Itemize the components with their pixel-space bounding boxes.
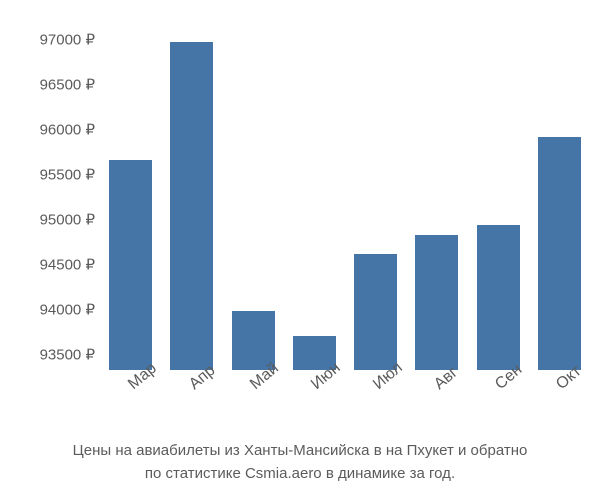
x-label-slot: Июл — [345, 372, 406, 442]
y-axis: 93500 ₽ 94000 ₽ 94500 ₽ 95000 ₽ 95500 ₽ 96000… — [0, 10, 95, 370]
x-label-slot: Июн — [284, 372, 345, 442]
y-tick-label: 94500 ₽ — [0, 258, 95, 273]
bar — [415, 235, 458, 370]
bar-slot — [284, 10, 345, 370]
x-label-slot: Май — [223, 372, 284, 442]
x-label-slot: Апр — [161, 372, 222, 442]
bars-container — [100, 10, 590, 370]
bar-slot — [468, 10, 529, 370]
bar — [477, 225, 520, 370]
bar-slot — [406, 10, 467, 370]
y-tick-label: 96500 ₽ — [0, 78, 95, 93]
caption-line-1: Цены на авиабилеты из Ханты-Мансийска в … — [0, 440, 600, 463]
x-label-slot: Сен — [468, 372, 529, 442]
y-tick-label: 96000 ₽ — [0, 123, 95, 138]
x-label-slot: Авг — [406, 372, 467, 442]
y-tick-label: 97000 ₽ — [0, 33, 95, 48]
bar-slot — [100, 10, 161, 370]
bar-slot — [345, 10, 406, 370]
bar-slot — [223, 10, 284, 370]
caption-line-2: по статистике Csmia.aero в динамике за г… — [0, 463, 600, 486]
bar — [538, 137, 581, 370]
bar — [170, 42, 213, 370]
bar — [109, 160, 152, 370]
price-chart: 93500 ₽ 94000 ₽ 94500 ₽ 95000 ₽ 95500 ₽ 96000… — [0, 0, 600, 500]
bar — [354, 254, 397, 370]
bar-slot — [529, 10, 590, 370]
y-tick-label: 97500 ₽ — [0, 0, 95, 3]
x-axis: МарАпрМайИюнИюлАвгСенОкт — [100, 372, 590, 442]
y-tick-label: 95000 ₽ — [0, 213, 95, 228]
chart-caption: Цены на авиабилеты из Ханты-Мансийска в … — [0, 440, 600, 485]
x-label-slot: Мар — [100, 372, 161, 442]
bar-slot — [161, 10, 222, 370]
y-tick-label: 95500 ₽ — [0, 168, 95, 183]
y-tick-label: 94000 ₽ — [0, 303, 95, 318]
x-label-slot: Окт — [529, 372, 590, 442]
y-tick-label: 93500 ₽ — [0, 348, 95, 363]
plot-area — [100, 10, 590, 370]
